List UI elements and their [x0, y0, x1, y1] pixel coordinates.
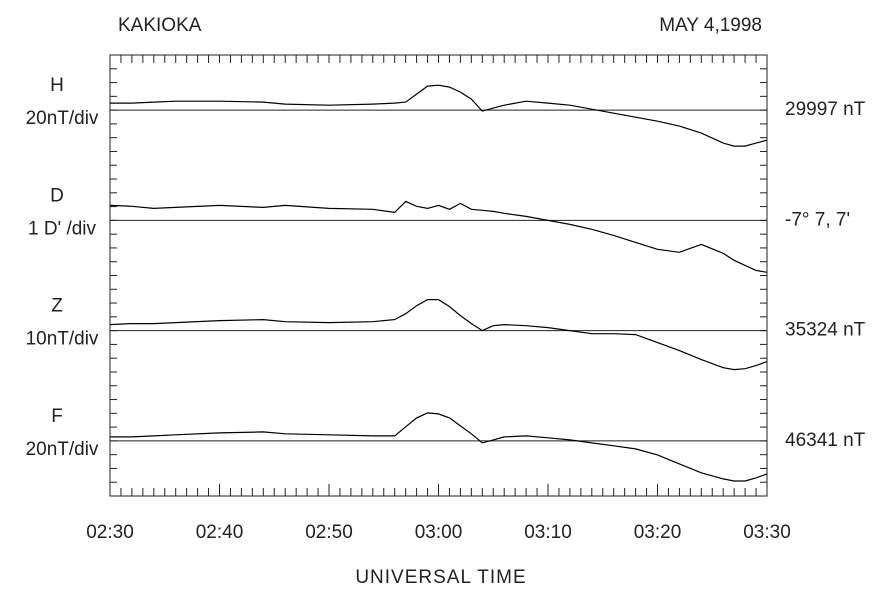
series-scale: 1 D' /div: [28, 218, 97, 239]
series-name: H: [50, 75, 64, 96]
x-axis-label: UNIVERSAL TIME: [355, 567, 526, 588]
plot-frame: [109, 54, 768, 497]
series-scale: 10nT/div: [26, 329, 99, 350]
series-scale: 20nT/div: [26, 439, 99, 460]
series-name: F: [51, 406, 63, 427]
series-name: D: [50, 185, 64, 206]
x-tick-label: 03:00: [415, 522, 463, 543]
baseline-label: 29997 nT: [785, 99, 866, 120]
trace: [109, 200, 768, 273]
x-tick-label: 03:30: [743, 522, 791, 543]
x-tick-label: 03:20: [634, 522, 682, 543]
chart-date: MAY 4,1998: [659, 15, 762, 36]
baseline-label: -7° 7, 7': [785, 209, 850, 230]
baseline-label: 46341 nT: [785, 430, 866, 451]
x-tick-label: 02:50: [305, 522, 353, 543]
chart-title: KAKIOKA: [118, 15, 202, 36]
baseline-label: 35324 nT: [785, 320, 866, 341]
series-name: Z: [51, 296, 63, 317]
trace: [109, 299, 768, 371]
trace: [110, 84, 768, 147]
series-scale: 20nT/div: [26, 108, 99, 129]
x-tick-label: 03:10: [524, 522, 572, 543]
x-tick-label: 02:30: [86, 522, 134, 543]
x-tick-label: 02:40: [196, 522, 244, 543]
trace: [110, 412, 768, 482]
